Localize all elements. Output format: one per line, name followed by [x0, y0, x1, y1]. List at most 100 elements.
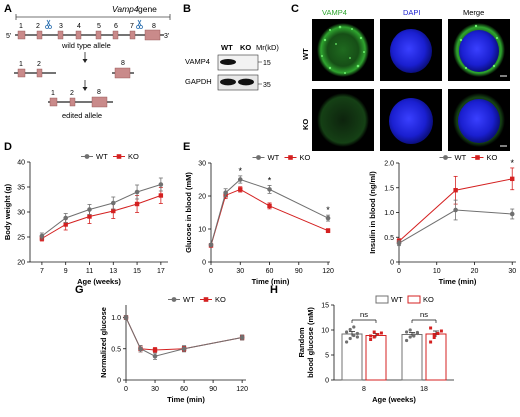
- data-point-wt: [267, 187, 272, 192]
- y-tick-label: 25: [17, 235, 25, 242]
- fragment-exon-1: [17, 68, 26, 78]
- y-tick-label: 1.5: [384, 185, 394, 192]
- data-point-wt: [453, 207, 458, 213]
- data-point-ko: [267, 203, 272, 209]
- wt-vamp4-cell: [317, 23, 369, 77]
- scatter-point-ko: [369, 338, 373, 341]
- data-point-wt: [181, 346, 187, 352]
- series-line-ko: [210, 188, 329, 246]
- panel-e: E 0 10 20 30 0 30 60 90 120 Time (min) Glucose in …: [183, 141, 334, 286]
- x-tick-label: 0: [209, 268, 213, 275]
- data-point-wt: [208, 242, 214, 248]
- wt-exon-7: [129, 30, 136, 40]
- fragment-exon-2: [36, 68, 43, 78]
- data-point-wt: [63, 215, 68, 221]
- data-point-wt: [396, 240, 402, 246]
- arrow-down-icon: [82, 87, 88, 91]
- scatter-point-wt: [415, 330, 419, 335]
- legend-label-ko: KO: [128, 152, 139, 161]
- y-tick-label: 0: [202, 260, 206, 267]
- data-point-wt: [239, 335, 245, 340]
- blot-vamp4-frame: [217, 54, 259, 71]
- y-tick-label: 0.5: [111, 346, 121, 353]
- blot-label-vamp4: VAMP4: [185, 57, 210, 66]
- wt-exon-5: [95, 30, 102, 40]
- legend-marker-ko: [203, 297, 209, 302]
- wt-merge-nucleus: [459, 30, 499, 72]
- edited-allele-label: edited allele: [62, 111, 102, 120]
- edited-number-8: 8: [97, 89, 101, 96]
- legend-label-wt: WT: [455, 153, 467, 162]
- scatter-point-ko: [372, 330, 376, 334]
- gene-suffix: gene: [138, 4, 157, 14]
- edited-exon-1: [49, 97, 58, 107]
- y-tick-label: 35: [17, 185, 25, 192]
- lane-label-ko: KO: [240, 43, 251, 52]
- scatter-point-wt: [408, 328, 412, 332]
- gene-name: Vamp4: [112, 4, 139, 14]
- y-tick-label: 2.0: [384, 161, 394, 168]
- scatter-point-wt: [355, 335, 359, 339]
- series-line-ko: [41, 195, 162, 239]
- x-tick-label: 18: [420, 386, 428, 393]
- x-tick-label: 30: [236, 268, 244, 275]
- legend-label-ko: KO: [300, 153, 311, 162]
- bar-ko: [365, 335, 387, 381]
- wt-vamp4-puncta: [321, 25, 365, 74]
- scatter-point-ko: [439, 329, 443, 333]
- significance-marker: *: [268, 175, 272, 185]
- scatter-point-wt: [405, 338, 409, 343]
- mw-value-35: 35: [263, 82, 271, 89]
- x-tick-label: 30: [151, 386, 159, 393]
- data-point-wt: [110, 200, 116, 206]
- y-axis-title: Glucose in blood (mM): [184, 172, 193, 253]
- scatter-point-ko: [372, 335, 376, 339]
- x-tick-label: 60: [266, 268, 274, 275]
- scatter-point-wt: [412, 334, 416, 338]
- blot-band-gapdh-ko: [238, 78, 254, 86]
- x-tick-label: 10: [433, 268, 441, 275]
- y-tick-label: 30: [17, 210, 25, 217]
- panel-f: F 0 0.5 1.0 1.5 2.0 0 10 20 30 Time (min) Insulin …: [358, 141, 516, 286]
- row-label-wt: WT: [301, 48, 310, 60]
- x-tick-label: 60: [180, 386, 188, 393]
- series-line-wt: [41, 184, 162, 237]
- panel-b: B WT KO Mr(kD) VAMP4 15 GAPDH 35: [183, 3, 279, 91]
- wt-exon-4: [75, 30, 82, 40]
- scatter-point-ko: [429, 340, 433, 344]
- legend-swatch-wt: [375, 295, 389, 304]
- x-tick-label: 7: [40, 268, 44, 275]
- scatter-point-wt: [352, 325, 356, 329]
- wt-prime5-label: 5': [6, 33, 11, 40]
- y-tick-label: 1.0: [384, 210, 394, 217]
- data-point-ko: [134, 201, 140, 207]
- scatter-point-wt: [345, 330, 349, 334]
- y-axis-title: blood glucose (mM): [306, 307, 315, 378]
- ko-merge-nucleus: [458, 99, 500, 143]
- scatter-point-wt: [405, 330, 409, 334]
- data-point-wt: [138, 346, 143, 352]
- blot-band-gapdh-wt: [220, 78, 236, 86]
- wt-dapi-nucleus: [390, 29, 432, 73]
- series-line-ko: [125, 317, 243, 351]
- exon-number-1: 1: [19, 23, 23, 30]
- legend-label-wt: WT: [391, 295, 403, 304]
- wt-exon-6: [112, 30, 119, 40]
- x-tick-label: 120: [322, 268, 334, 275]
- x-tick-label: 9: [64, 268, 68, 275]
- legend-marker-ko: [288, 155, 293, 160]
- y-tick-label: 1.0: [111, 315, 121, 322]
- ko-vamp4-cell: [317, 93, 369, 147]
- scatter-point-ko: [429, 326, 433, 330]
- x-tick-label: 90: [209, 386, 217, 393]
- significance-marker: *: [510, 158, 514, 168]
- x-axis-title: Time (min): [252, 277, 290, 286]
- x-tick-label: 17: [157, 268, 165, 275]
- x-axis-title: Age (weeks): [77, 277, 121, 286]
- fragment-number-8: 8: [121, 60, 125, 67]
- y-tick-label: 20: [17, 260, 25, 267]
- legend-label-ko: KO: [423, 295, 434, 304]
- column-label-merge: Merge: [463, 8, 484, 17]
- arrow-down-icon: [82, 59, 88, 63]
